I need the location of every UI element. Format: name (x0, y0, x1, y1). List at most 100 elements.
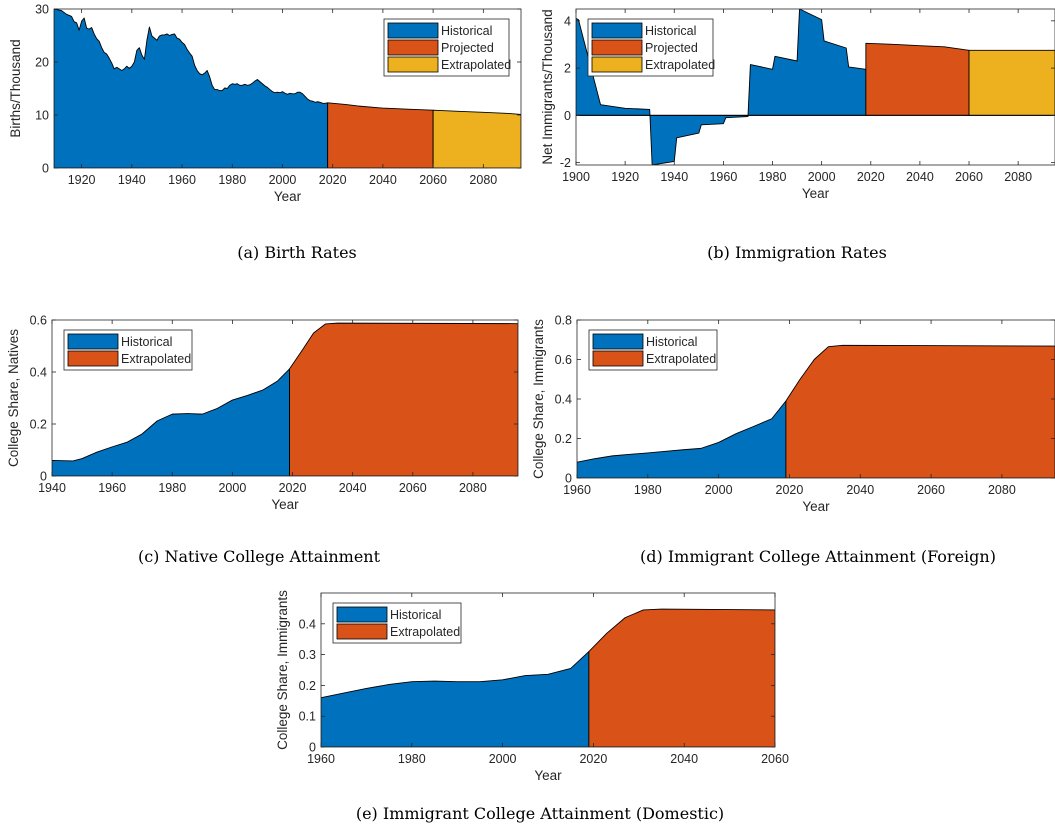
legend: Historical Extrapolated (63, 329, 193, 371)
x-tick-label: 1980 (158, 481, 186, 495)
legend-swatch-historical (591, 22, 643, 39)
legend-label-historical: Historical (121, 335, 172, 349)
native-college-chart: 1940 1960 1980 2000 2020 2040 2060 2080 0 0.2 0.4 0… (6, 314, 519, 512)
legend: Historical Extrapolated (332, 602, 462, 644)
immigration-rates-chart: 1900 1920 1940 1960 1980 2000 2020 2040 2060 2080… (540, 8, 1055, 201)
x-tick-label: 2060 (917, 483, 945, 497)
x-tick-label: 1920 (611, 170, 639, 184)
x-tick-label: 1940 (118, 173, 146, 187)
legend-label-projected: Projected (441, 41, 494, 55)
legend-label-projected: Projected (645, 41, 698, 55)
x-tick-label: 1960 (98, 481, 126, 495)
chart-panel-native-college: 1940 1960 1980 2000 2020 2040 2060 2080 0 0.2 0.4 0… (0, 300, 540, 555)
series-area-historical (54, 9, 329, 168)
legend-swatch-historical (67, 333, 119, 350)
series-area-extrapolated (432, 109, 521, 168)
chart-panel-immigrant-college-domestic: 1960 1980 2000 2020 2040 2060 0 0.1 0.2 0.3 0.4 Yea… (270, 575, 790, 790)
legend-swatch-extrapolated (591, 56, 643, 73)
axes-frame (51, 319, 519, 477)
legend-swatch-projected (387, 39, 439, 56)
chart-panel-immigrant-college-foreign: 1960 1980 2000 2020 2040 2060 2080 0 0.2 0.4 0.6 0.… (531, 300, 1055, 555)
area-layer (321, 608, 775, 747)
x-tick-label: 2040 (846, 483, 874, 497)
y-tick-label: 0.8 (555, 314, 572, 328)
birth-rates-chart: 1920 1940 1960 1980 2000 2020 2040 2060 2080 0 10 2… (8, 3, 522, 204)
legend-swatch-extrapolated (387, 56, 439, 73)
y-tick-label: 0.2 (30, 418, 47, 432)
series-area-historical (577, 400, 787, 478)
y-tick-label: 0.2 (299, 679, 316, 693)
x-tick-label: 1960 (563, 483, 591, 497)
y-tick-label: 30 (35, 3, 49, 17)
legend-label-extrapolated: Extrapolated (646, 352, 716, 366)
y-tick-label: 0 (309, 741, 316, 755)
x-tick-label: 2080 (1004, 170, 1032, 184)
series-area-historical (52, 368, 290, 476)
y-axis-label: College Share, Immigrants (275, 590, 290, 750)
chart-panel-birth-rates: 1920 1940 1960 1980 2000 2020 2040 2060 2080 0 10 2… (0, 0, 540, 232)
x-axis-label: Year (271, 497, 299, 512)
x-tick-label: 2020 (776, 483, 804, 497)
series-area-extrapolated (588, 608, 775, 747)
y-axis-label: Births/Thousand (8, 39, 23, 137)
y-tick-label: 20 (35, 56, 49, 70)
y-tick-label: 0.4 (299, 617, 316, 631)
y-tick-label: 0 (565, 472, 572, 486)
legend-swatch-extrapolated (67, 350, 119, 367)
x-tick-label: 2000 (808, 170, 836, 184)
x-tick-label: 2020 (579, 752, 607, 766)
x-axis-label: Year (534, 768, 562, 783)
x-tick-label: 1980 (218, 173, 246, 187)
y-tick-label: 0.4 (30, 366, 47, 380)
x-tick-label: 2060 (761, 752, 789, 766)
y-axis-label: Net Immigrants/Thousand (540, 9, 555, 164)
y-tick-label: 0 (564, 109, 571, 123)
legend-swatch-projected (591, 39, 643, 56)
x-tick-label: 1960 (307, 752, 335, 766)
series-area-historical (576, 9, 867, 165)
x-tick-label: 1980 (759, 170, 787, 184)
series-area-extrapolated (289, 322, 518, 476)
y-tick-label: 0.6 (555, 353, 572, 367)
x-tick-label: 1960 (168, 173, 196, 187)
area-layer (54, 9, 521, 168)
x-axis-label: Year (802, 186, 830, 201)
legend-swatch-extrapolated (592, 350, 644, 367)
x-tick-label: 2020 (279, 481, 307, 495)
area-layer (52, 322, 518, 476)
x-tick-label: 2040 (906, 170, 934, 184)
x-axis-label: Year (274, 189, 302, 204)
y-tick-label: 0.4 (555, 393, 572, 407)
series-area-projected (327, 102, 434, 168)
legend-label-historical: Historical (646, 335, 697, 349)
y-tick-label: 0.1 (299, 710, 316, 724)
y-tick-label: 0.6 (30, 314, 47, 328)
legend-label-extrapolated: Extrapolated (390, 625, 460, 639)
y-tick-label: 2 (564, 62, 571, 76)
x-tick-label: 2080 (988, 483, 1016, 497)
y-tick-label: -2 (560, 156, 571, 170)
x-tick-label: 2060 (955, 170, 983, 184)
x-tick-label: 1900 (562, 170, 590, 184)
legend-label-historical: Historical (645, 24, 696, 38)
caption-native-college: (c) Native College Attainment (137, 547, 381, 566)
legend-label-historical: Historical (441, 24, 492, 38)
x-tick-label: 1960 (709, 170, 737, 184)
x-tick-label: 2080 (469, 173, 497, 187)
series-area-extrapolated (968, 49, 1055, 116)
y-axis-label: College Share, Natives (6, 329, 21, 467)
x-tick-label: 1940 (660, 170, 688, 184)
caption-immigrant-college-foreign: (d) Immigrant College Attainment (Foreig… (640, 547, 996, 566)
caption-immigration-rates: (b) Immigration Rates (707, 243, 887, 262)
x-tick-label: 2020 (857, 170, 885, 184)
x-tick-label: 2060 (419, 173, 447, 187)
y-tick-label: 4 (564, 14, 571, 28)
legend-label-extrapolated: Extrapolated (441, 58, 511, 72)
x-tick-label: 1920 (68, 173, 96, 187)
legend: Historical Projected Extrapolated (383, 18, 511, 77)
legend-swatch-historical (336, 606, 388, 623)
y-tick-label: 0 (40, 470, 47, 484)
x-tick-label: 1980 (398, 752, 426, 766)
x-tick-label: 1980 (634, 483, 662, 497)
area-layer (577, 344, 1055, 478)
